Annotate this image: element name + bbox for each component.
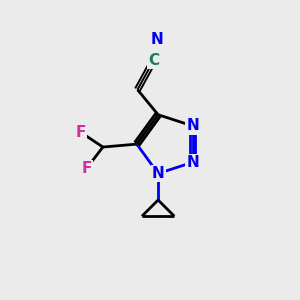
Text: F: F: [82, 161, 92, 176]
Text: N: N: [151, 32, 164, 46]
Text: N: N: [186, 118, 199, 134]
Text: C: C: [148, 53, 159, 68]
Text: N: N: [152, 166, 164, 181]
Text: N: N: [186, 155, 199, 170]
Text: F: F: [76, 125, 86, 140]
